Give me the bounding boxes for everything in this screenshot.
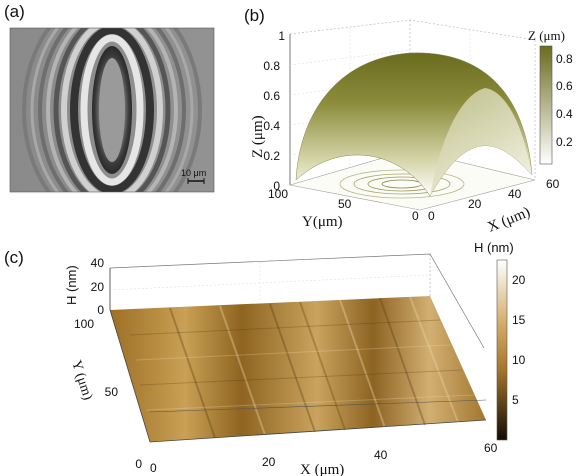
c-y-tick-1: 50 bbox=[105, 385, 119, 399]
c-h-tick-1: 20 bbox=[91, 280, 105, 294]
b-z-tick-4: 0.8 bbox=[263, 59, 280, 73]
b-y-tick-0: 100 bbox=[268, 187, 288, 201]
b-z-tick-5: 1 bbox=[278, 29, 285, 43]
b-x-tick-2: 40 bbox=[508, 187, 522, 201]
b-x-tick-1: 20 bbox=[468, 197, 482, 211]
c-y-tick-2: 0 bbox=[135, 457, 142, 471]
c-cbar-tick-1: 15 bbox=[512, 313, 526, 327]
b-colorbar-title: Z (μm) bbox=[528, 28, 565, 43]
panel-b-colorbar: Z (μm) 0.8 0.6 0.4 0.2 bbox=[528, 28, 573, 165]
panel-b-label: (b) bbox=[244, 6, 265, 25]
b-z-tick-0: 0 bbox=[273, 179, 280, 193]
panel-c-x-axis: 0 20 40 60 X (μm) bbox=[150, 441, 498, 476]
c-h-tick-2: 0 bbox=[97, 303, 104, 317]
panel-a-interferogram bbox=[10, 28, 214, 192]
c-x-tick-1: 20 bbox=[262, 455, 276, 469]
panel-c-3d-surface bbox=[109, 253, 487, 443]
c-x-tick-3: 60 bbox=[484, 441, 498, 455]
b-x-axis-label: X (μm) bbox=[486, 204, 533, 235]
c-x-axis-label: X (μm) bbox=[300, 462, 344, 476]
b-y-tick-2: 0 bbox=[412, 209, 419, 223]
c-cbar-tick-2: 10 bbox=[512, 353, 526, 367]
c-h-tick-0: 40 bbox=[91, 256, 105, 270]
c-y-tick-0: 100 bbox=[74, 317, 94, 331]
panel-a-frame bbox=[9, 27, 215, 193]
c-h-axis-label: H (nm) bbox=[64, 265, 79, 305]
b-y-axis-label: Y(μm) bbox=[302, 214, 343, 230]
b-z-tick-1: 0.2 bbox=[263, 149, 280, 163]
b-z-tick-3: 0.6 bbox=[263, 89, 280, 103]
panel-c-label: (c) bbox=[4, 248, 24, 267]
b-y-tick-1: 50 bbox=[338, 197, 352, 211]
b-cbar-tick-3: 0.2 bbox=[556, 135, 573, 149]
c-cbar-tick-3: 5 bbox=[512, 393, 519, 407]
panel-c-colorbar: H (nm) 20 15 10 5 bbox=[474, 240, 526, 441]
b-cbar-tick-2: 0.4 bbox=[556, 107, 573, 121]
c-y-axis-label: Y (μm) bbox=[68, 359, 95, 403]
b-cbar-tick-1: 0.6 bbox=[556, 79, 573, 93]
c-x-tick-2: 40 bbox=[374, 448, 388, 462]
c-colorbar-title: H (nm) bbox=[474, 240, 514, 255]
b-x-tick-0: 0 bbox=[428, 209, 435, 223]
b-cbar-tick-0: 0.8 bbox=[556, 52, 573, 66]
b-x-tick-3: 60 bbox=[546, 177, 560, 191]
b-z-axis-label: Z (μm) bbox=[250, 115, 266, 158]
panel-b-y-axis: 100 50 0 Y(μm) bbox=[268, 187, 419, 230]
c-x-tick-0: 0 bbox=[150, 461, 157, 475]
b-z-tick-2: 0.4 bbox=[263, 119, 280, 133]
scale-bar-label: 10 μm bbox=[181, 168, 206, 178]
panel-a-label: (a) bbox=[4, 2, 25, 21]
panel-c-h-axis: 40 20 0 H (nm) bbox=[64, 256, 104, 317]
panel-b-3d-dome bbox=[289, 19, 536, 211]
c-cbar-tick-0: 20 bbox=[512, 273, 526, 287]
panel-b-z-axis: 0 0.2 0.4 0.6 0.8 1 Z (μm) bbox=[250, 29, 285, 193]
